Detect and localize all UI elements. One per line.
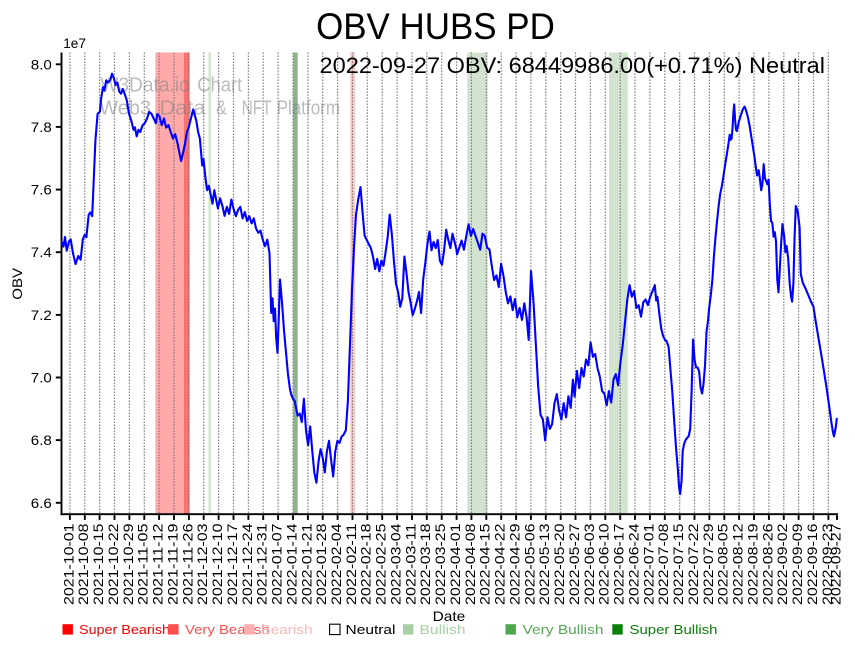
- svg-text:6.6: 6.6: [31, 495, 52, 511]
- svg-text:2022-07-01: 2022-07-01: [641, 524, 656, 606]
- svg-text:OBV HUBS PD: OBV HUBS PD: [316, 6, 555, 47]
- svg-text:2022-08-05: 2022-08-05: [716, 524, 731, 606]
- svg-text:2021-11-19: 2021-11-19: [165, 524, 180, 606]
- svg-text:Super Bearish: Super Bearish: [79, 622, 170, 637]
- svg-text:2022-02-04: 2022-02-04: [329, 523, 344, 605]
- svg-text:2022-01-14: 2022-01-14: [284, 523, 299, 605]
- svg-text:2021-10-01: 2021-10-01: [61, 524, 76, 606]
- svg-text:2021-10-15: 2021-10-15: [91, 524, 106, 606]
- svg-text:2022-07-22: 2022-07-22: [686, 524, 701, 606]
- svg-text:2022-08-26: 2022-08-26: [760, 524, 775, 606]
- svg-text:Neutral: Neutral: [346, 622, 396, 637]
- svg-text:2022-04-08: 2022-04-08: [463, 524, 478, 606]
- svg-text:2021-11-05: 2021-11-05: [136, 524, 151, 606]
- svg-text:7.6: 7.6: [31, 182, 52, 198]
- svg-text:2022-02-18: 2022-02-18: [359, 524, 374, 606]
- svg-text:2022-06-03: 2022-06-03: [582, 524, 597, 606]
- svg-text:2022-06-10: 2022-06-10: [597, 524, 612, 606]
- svg-text:2022-05-27: 2022-05-27: [567, 524, 582, 606]
- svg-text:Date: Date: [433, 608, 466, 624]
- svg-text:2022-06-17: 2022-06-17: [612, 524, 627, 606]
- svg-text:2021-10-22: 2021-10-22: [106, 524, 121, 606]
- svg-text:Platform: Platform: [277, 97, 340, 119]
- svg-text:2022-02-11: 2022-02-11: [344, 524, 359, 606]
- svg-text:1e7: 1e7: [63, 35, 86, 51]
- svg-text:2021-11-12: 2021-11-12: [151, 524, 166, 606]
- svg-text:7.8: 7.8: [31, 119, 52, 135]
- svg-text:2022-03-11: 2022-03-11: [403, 524, 418, 606]
- svg-text:2021-12-17: 2021-12-17: [225, 524, 240, 606]
- svg-text:2022-01-07: 2022-01-07: [270, 524, 285, 606]
- svg-text:Super Bullish: Super Bullish: [630, 622, 718, 637]
- svg-text:Bullish: Bullish: [420, 622, 466, 637]
- svg-text:6.8: 6.8: [31, 432, 52, 448]
- svg-text:2022-04-15: 2022-04-15: [478, 524, 493, 606]
- svg-text:2022-08-12: 2022-08-12: [731, 524, 746, 606]
- svg-text:2022-07-15: 2022-07-15: [671, 524, 686, 606]
- svg-text:2022-02-25: 2022-02-25: [374, 524, 389, 606]
- svg-text:2022-01-21: 2022-01-21: [299, 524, 314, 606]
- svg-text:2021-12-31: 2021-12-31: [255, 524, 270, 606]
- svg-text:2021-11-26: 2021-11-26: [180, 524, 195, 606]
- svg-text:2022-09-09: 2022-09-09: [790, 524, 805, 606]
- svg-text:Very Bearish: Very Bearish: [185, 622, 270, 637]
- svg-text:7.0: 7.0: [31, 370, 52, 386]
- svg-text:2022-09-27 OBV: 68449986.00(+0: 2022-09-27 OBV: 68449986.00(+0.71%) Neut…: [320, 53, 826, 78]
- svg-text:Very Bullish: Very Bullish: [523, 622, 604, 637]
- svg-text:8.0: 8.0: [31, 56, 52, 72]
- svg-text:2022-07-08: 2022-07-08: [656, 524, 671, 606]
- svg-text:2022-09-02: 2022-09-02: [775, 524, 790, 606]
- svg-text:2022-05-06: 2022-05-06: [522, 524, 537, 606]
- svg-text:&: &: [216, 97, 227, 119]
- svg-text:2022-01-28: 2022-01-28: [314, 524, 329, 606]
- svg-text:2022-04-29: 2022-04-29: [508, 524, 523, 606]
- svg-text:2022-05-20: 2022-05-20: [552, 524, 567, 606]
- svg-text:2021-12-10: 2021-12-10: [210, 524, 225, 606]
- svg-text:2022-03-25: 2022-03-25: [433, 524, 448, 606]
- svg-text:7.4: 7.4: [31, 244, 52, 260]
- svg-text:2021-10-08: 2021-10-08: [76, 524, 91, 606]
- svg-text:2022-03-18: 2022-03-18: [418, 524, 433, 606]
- svg-text:2022-04-22: 2022-04-22: [493, 524, 508, 606]
- svg-text:2022-06-24: 2022-06-24: [626, 523, 641, 605]
- svg-text:2022-09-23: 2022-09-23: [820, 524, 835, 606]
- svg-text:NFT: NFT: [242, 97, 272, 119]
- svg-text:2022-08-19: 2022-08-19: [745, 524, 760, 606]
- svg-text:Web3: Web3: [99, 97, 151, 119]
- svg-text:7.2: 7.2: [31, 307, 52, 323]
- svg-text:2021-10-29: 2021-10-29: [121, 524, 136, 606]
- svg-text:2022-04-01: 2022-04-01: [448, 524, 463, 606]
- svg-text:2022-09-16: 2022-09-16: [805, 524, 820, 606]
- svg-text:2022-03-04: 2022-03-04: [389, 523, 404, 605]
- svg-text:2021-12-24: 2021-12-24: [240, 523, 255, 605]
- svg-text:OBV: OBV: [9, 267, 25, 299]
- svg-text:2021-12-03: 2021-12-03: [195, 524, 210, 606]
- svg-text:2022-05-13: 2022-05-13: [537, 524, 552, 606]
- svg-text:Data: Data: [160, 97, 207, 119]
- svg-text:2022-09-27: 2022-09-27: [828, 524, 843, 606]
- svg-text:2022-07-29: 2022-07-29: [701, 524, 716, 606]
- svg-text:Bearish: Bearish: [261, 622, 313, 637]
- svg-text:Chart: Chart: [197, 75, 243, 97]
